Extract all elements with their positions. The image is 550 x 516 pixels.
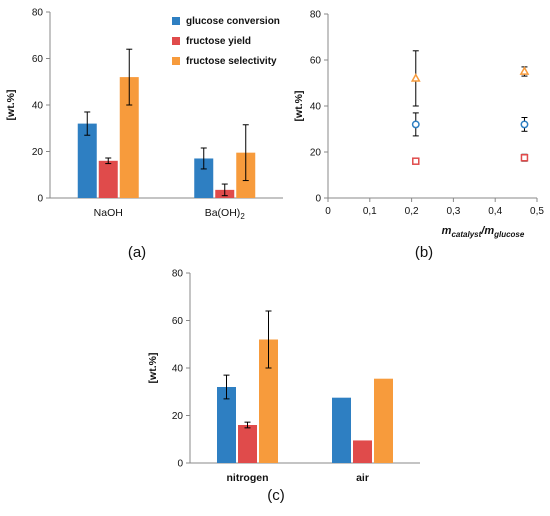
y-axis-label: [wt.%] bbox=[147, 353, 159, 384]
y-tick-label: 80 bbox=[32, 8, 44, 19]
legend-label-1: fructose yield bbox=[186, 36, 251, 47]
bar-series2-cat0 bbox=[119, 77, 139, 198]
y-tick-label: 80 bbox=[310, 10, 322, 21]
y-tick-label: 40 bbox=[310, 102, 322, 113]
x-axis-label-m1: m bbox=[442, 225, 452, 237]
y-tick-label: 80 bbox=[172, 269, 184, 280]
legend-swatch-1 bbox=[172, 37, 180, 45]
x-axis-label-m2: m bbox=[484, 225, 494, 237]
marker-series1-pt0 bbox=[412, 157, 420, 165]
x-category-label-sub: 2 bbox=[240, 212, 245, 221]
y-tick-label: 40 bbox=[32, 101, 44, 112]
y-tick-label: 20 bbox=[310, 148, 322, 159]
y-tick-label: 0 bbox=[315, 194, 321, 205]
marker-series2-pt0 bbox=[410, 73, 421, 82]
bar-series0-cat1 bbox=[332, 397, 351, 463]
x-category-label: air bbox=[356, 472, 369, 484]
x-axis-label-sub1: catalyst bbox=[451, 230, 481, 239]
legend-swatch-0 bbox=[172, 17, 180, 25]
x-tick-label: 0,3 bbox=[446, 206, 460, 217]
y-tick-label: 40 bbox=[172, 364, 184, 375]
x-category-label: NaOH bbox=[94, 207, 123, 219]
x-tick-label: 0,1 bbox=[363, 206, 377, 217]
panel-label: (a) bbox=[128, 244, 146, 261]
marker-series1-pt1 bbox=[520, 154, 529, 162]
panel-b: 0 20 40 60 80 0 0,1 0,2 0,3 0,4 0,5 [wt.%] mcatalyst… bbox=[293, 10, 544, 262]
panel-a: 0 20 40 60 80 [wt.%] NaOH Ba(OH)2 glucose conver… bbox=[5, 8, 283, 261]
x-axis-label-sub2: glucose bbox=[493, 230, 525, 239]
y-tick-label: 60 bbox=[172, 316, 184, 327]
x-category-label: Ba(OH)2 bbox=[205, 207, 246, 221]
bar-series0-cat1 bbox=[194, 158, 214, 198]
x-category-label-base: Ba(OH) bbox=[205, 207, 241, 219]
bar-series0-cat0 bbox=[77, 123, 97, 198]
y-tick-label: 20 bbox=[172, 411, 184, 422]
bar-series1-cat0 bbox=[238, 425, 257, 463]
bar-series2-cat1 bbox=[374, 378, 393, 463]
bar-series1-cat1 bbox=[353, 440, 372, 463]
bar-series2-cat0 bbox=[259, 339, 278, 463]
bar-series0-cat0 bbox=[217, 387, 236, 463]
y-tick-label: 0 bbox=[177, 459, 183, 470]
marker-series0-pt0 bbox=[411, 120, 420, 129]
panel-c: 0 20 40 60 80 [wt.%] nitrogen air (c) bbox=[147, 269, 420, 504]
x-category-label: nitrogen bbox=[227, 472, 269, 484]
x-tick-label: 0,5 bbox=[530, 206, 544, 217]
x-axis-label-slash: / bbox=[480, 225, 486, 237]
panel-label: (c) bbox=[267, 487, 285, 504]
x-axis-label: mcatalyst/mglucose bbox=[442, 225, 525, 239]
x-tick-label: 0,2 bbox=[405, 206, 419, 217]
panel-label: (b) bbox=[415, 244, 433, 261]
legend-label-2: fructose selectivity bbox=[186, 56, 277, 67]
x-tick-label: 0 bbox=[325, 206, 331, 217]
bar-series1-cat0 bbox=[98, 160, 118, 198]
legend-label-0: glucose conversion bbox=[186, 16, 280, 27]
y-tick-label: 0 bbox=[37, 194, 43, 205]
y-tick-label: 20 bbox=[32, 147, 44, 158]
marker-series0-pt1 bbox=[520, 120, 529, 129]
marker-series2-pt1 bbox=[519, 66, 530, 75]
y-tick-label: 60 bbox=[310, 56, 322, 67]
y-tick-label: 60 bbox=[32, 54, 44, 65]
x-tick-label: 0,4 bbox=[488, 206, 502, 217]
legend-swatch-2 bbox=[172, 57, 180, 65]
y-axis-label: [wt.%] bbox=[5, 90, 17, 121]
y-axis-label: [wt.%] bbox=[293, 91, 305, 122]
